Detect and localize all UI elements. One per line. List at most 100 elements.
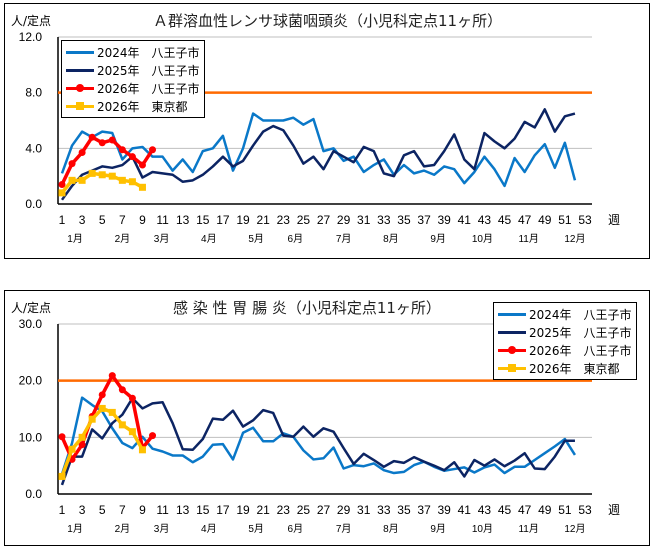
data-point [68, 160, 76, 168]
series-3 [58, 169, 146, 197]
x-tick-label: 13 [176, 503, 190, 517]
x-tick-label: 11 [156, 503, 169, 517]
x-tick-label: 47 [518, 213, 532, 227]
series-line [60, 112, 577, 188]
x-tick-label: 31 [357, 213, 371, 227]
x-tick-label: 53 [578, 213, 592, 227]
legend-item: 2025年 八王子市 [498, 323, 632, 341]
y-tick-label: 0.0 [25, 487, 42, 501]
data-point [118, 386, 126, 394]
legend-swatch-icon [498, 307, 526, 321]
month-label: 11月 [518, 523, 538, 535]
data-point [138, 183, 146, 191]
y-axis-label: 人/定点 [11, 301, 52, 315]
x-tick-label: 3 [79, 213, 86, 227]
x-tick-label: 7 [119, 213, 126, 227]
data-point [149, 432, 157, 440]
chart-title: 感 染 性 胃 腸 炎（小児科定点11ヶ所） [173, 299, 441, 317]
data-point [78, 441, 86, 449]
data-point [128, 394, 136, 402]
data-point [58, 472, 66, 480]
x-tick-label: 15 [196, 503, 210, 517]
data-point [68, 176, 76, 184]
strep-chart-panel: 0.0 4.0 8.0 12.0 1 3 5 7 9 11 13 15 17 19 21 23 25 27 29 31… [4, 3, 650, 259]
x-tick-label: 39 [438, 503, 452, 517]
x-tick-label: 35 [397, 213, 411, 227]
data-point [78, 149, 86, 157]
x-tick-label: 35 [397, 503, 411, 517]
chart-legend: 2024年 八王子市 2025年 八王子市 2026年 八王子市 2026年 東京都 [493, 302, 637, 380]
x-tick-label: 29 [337, 503, 351, 517]
x-tick-label: 43 [478, 213, 492, 227]
x-tick-label: 51 [558, 213, 572, 227]
x-tick-label: 27 [317, 503, 331, 517]
series-2 [58, 133, 157, 189]
month-label: 9月 [430, 523, 446, 535]
data-point [108, 372, 116, 380]
y-tick-label: 10.0 [19, 430, 43, 444]
x-tick-label: 29 [337, 213, 351, 227]
x-tick-label: 27 [317, 213, 331, 227]
x-tick-label: 51 [558, 503, 572, 517]
x-tick-label: 11 [156, 213, 169, 227]
x-tick-label: 5 [99, 213, 106, 227]
month-label: 4月 [201, 233, 217, 245]
x-tick-label: 1 [59, 213, 66, 227]
data-point [78, 176, 86, 184]
month-label: 4月 [201, 523, 217, 535]
legend-item: 2026年 東京都 [498, 359, 632, 377]
legend-swatch-icon [66, 45, 94, 59]
month-label: 5月 [248, 523, 264, 535]
x-tick-label: 1 [59, 503, 66, 517]
legend-swatch-icon [498, 325, 526, 339]
x-tick-label: 25 [297, 503, 311, 517]
data-point [58, 433, 66, 441]
data-point [98, 139, 106, 147]
x-tick-label: 45 [498, 503, 512, 517]
y-tick-label: 20.0 [19, 374, 43, 388]
legend-swatch-icon [498, 361, 526, 375]
legend-item: 2024年 八王子市 [498, 305, 632, 323]
x-tick-label: 9 [139, 213, 146, 227]
data-point [149, 146, 157, 154]
x-tick-label: 7 [119, 503, 126, 517]
legend-label: 2025年 八王子市 [529, 325, 632, 340]
x-tick-label: 21 [256, 503, 270, 517]
data-point [68, 445, 76, 453]
data-point [88, 169, 96, 177]
month-label: 12月 [564, 523, 585, 535]
y-tick-label: 30.0 [19, 317, 43, 331]
x-tick-label: 5 [99, 503, 106, 517]
data-point [98, 171, 106, 179]
month-label: 3月 [154, 233, 170, 245]
x-tick-label: 45 [498, 213, 512, 227]
x-tick-label: 21 [256, 213, 270, 227]
data-point [128, 428, 136, 436]
month-label: 7月 [336, 523, 352, 535]
data-point [108, 172, 116, 180]
x-tick-label: 17 [216, 213, 230, 227]
x-tick-label: 33 [377, 503, 391, 517]
data-point [78, 433, 86, 441]
month-label: 1月 [67, 523, 83, 535]
data-point [138, 446, 146, 454]
month-label: 10月 [472, 233, 493, 245]
x-axis-label: 週 [608, 213, 620, 227]
x-tick-label: 3 [79, 503, 86, 517]
strep-chart-plot: 0.04.08.012.01 3 5 7 9 11 13 15 17 19 21 23 25 27 29 31… [19, 30, 620, 245]
month-label: 12月 [564, 233, 585, 245]
x-tick-label: 19 [236, 503, 250, 517]
month-label: 1月 [67, 233, 83, 245]
data-point [98, 391, 106, 399]
month-label: 10月 [472, 523, 493, 535]
x-tick-label: 47 [518, 503, 532, 517]
x-tick-label: 25 [297, 213, 311, 227]
series-3 [58, 404, 146, 480]
gastroenteritis-chart-panel: 0.0 10.0 20.0 30.0 1 3 5 7 9 11 13 15 17 19 21 23 25 27 29… [4, 290, 650, 546]
legend-label: 2026年 東京都 [529, 361, 620, 376]
y-tick-label: 0.0 [25, 197, 42, 211]
legend-item: 2024年 八王子市 [66, 43, 200, 61]
month-label: 3月 [154, 523, 170, 535]
data-point [58, 181, 66, 189]
x-tick-label: 53 [578, 503, 592, 517]
